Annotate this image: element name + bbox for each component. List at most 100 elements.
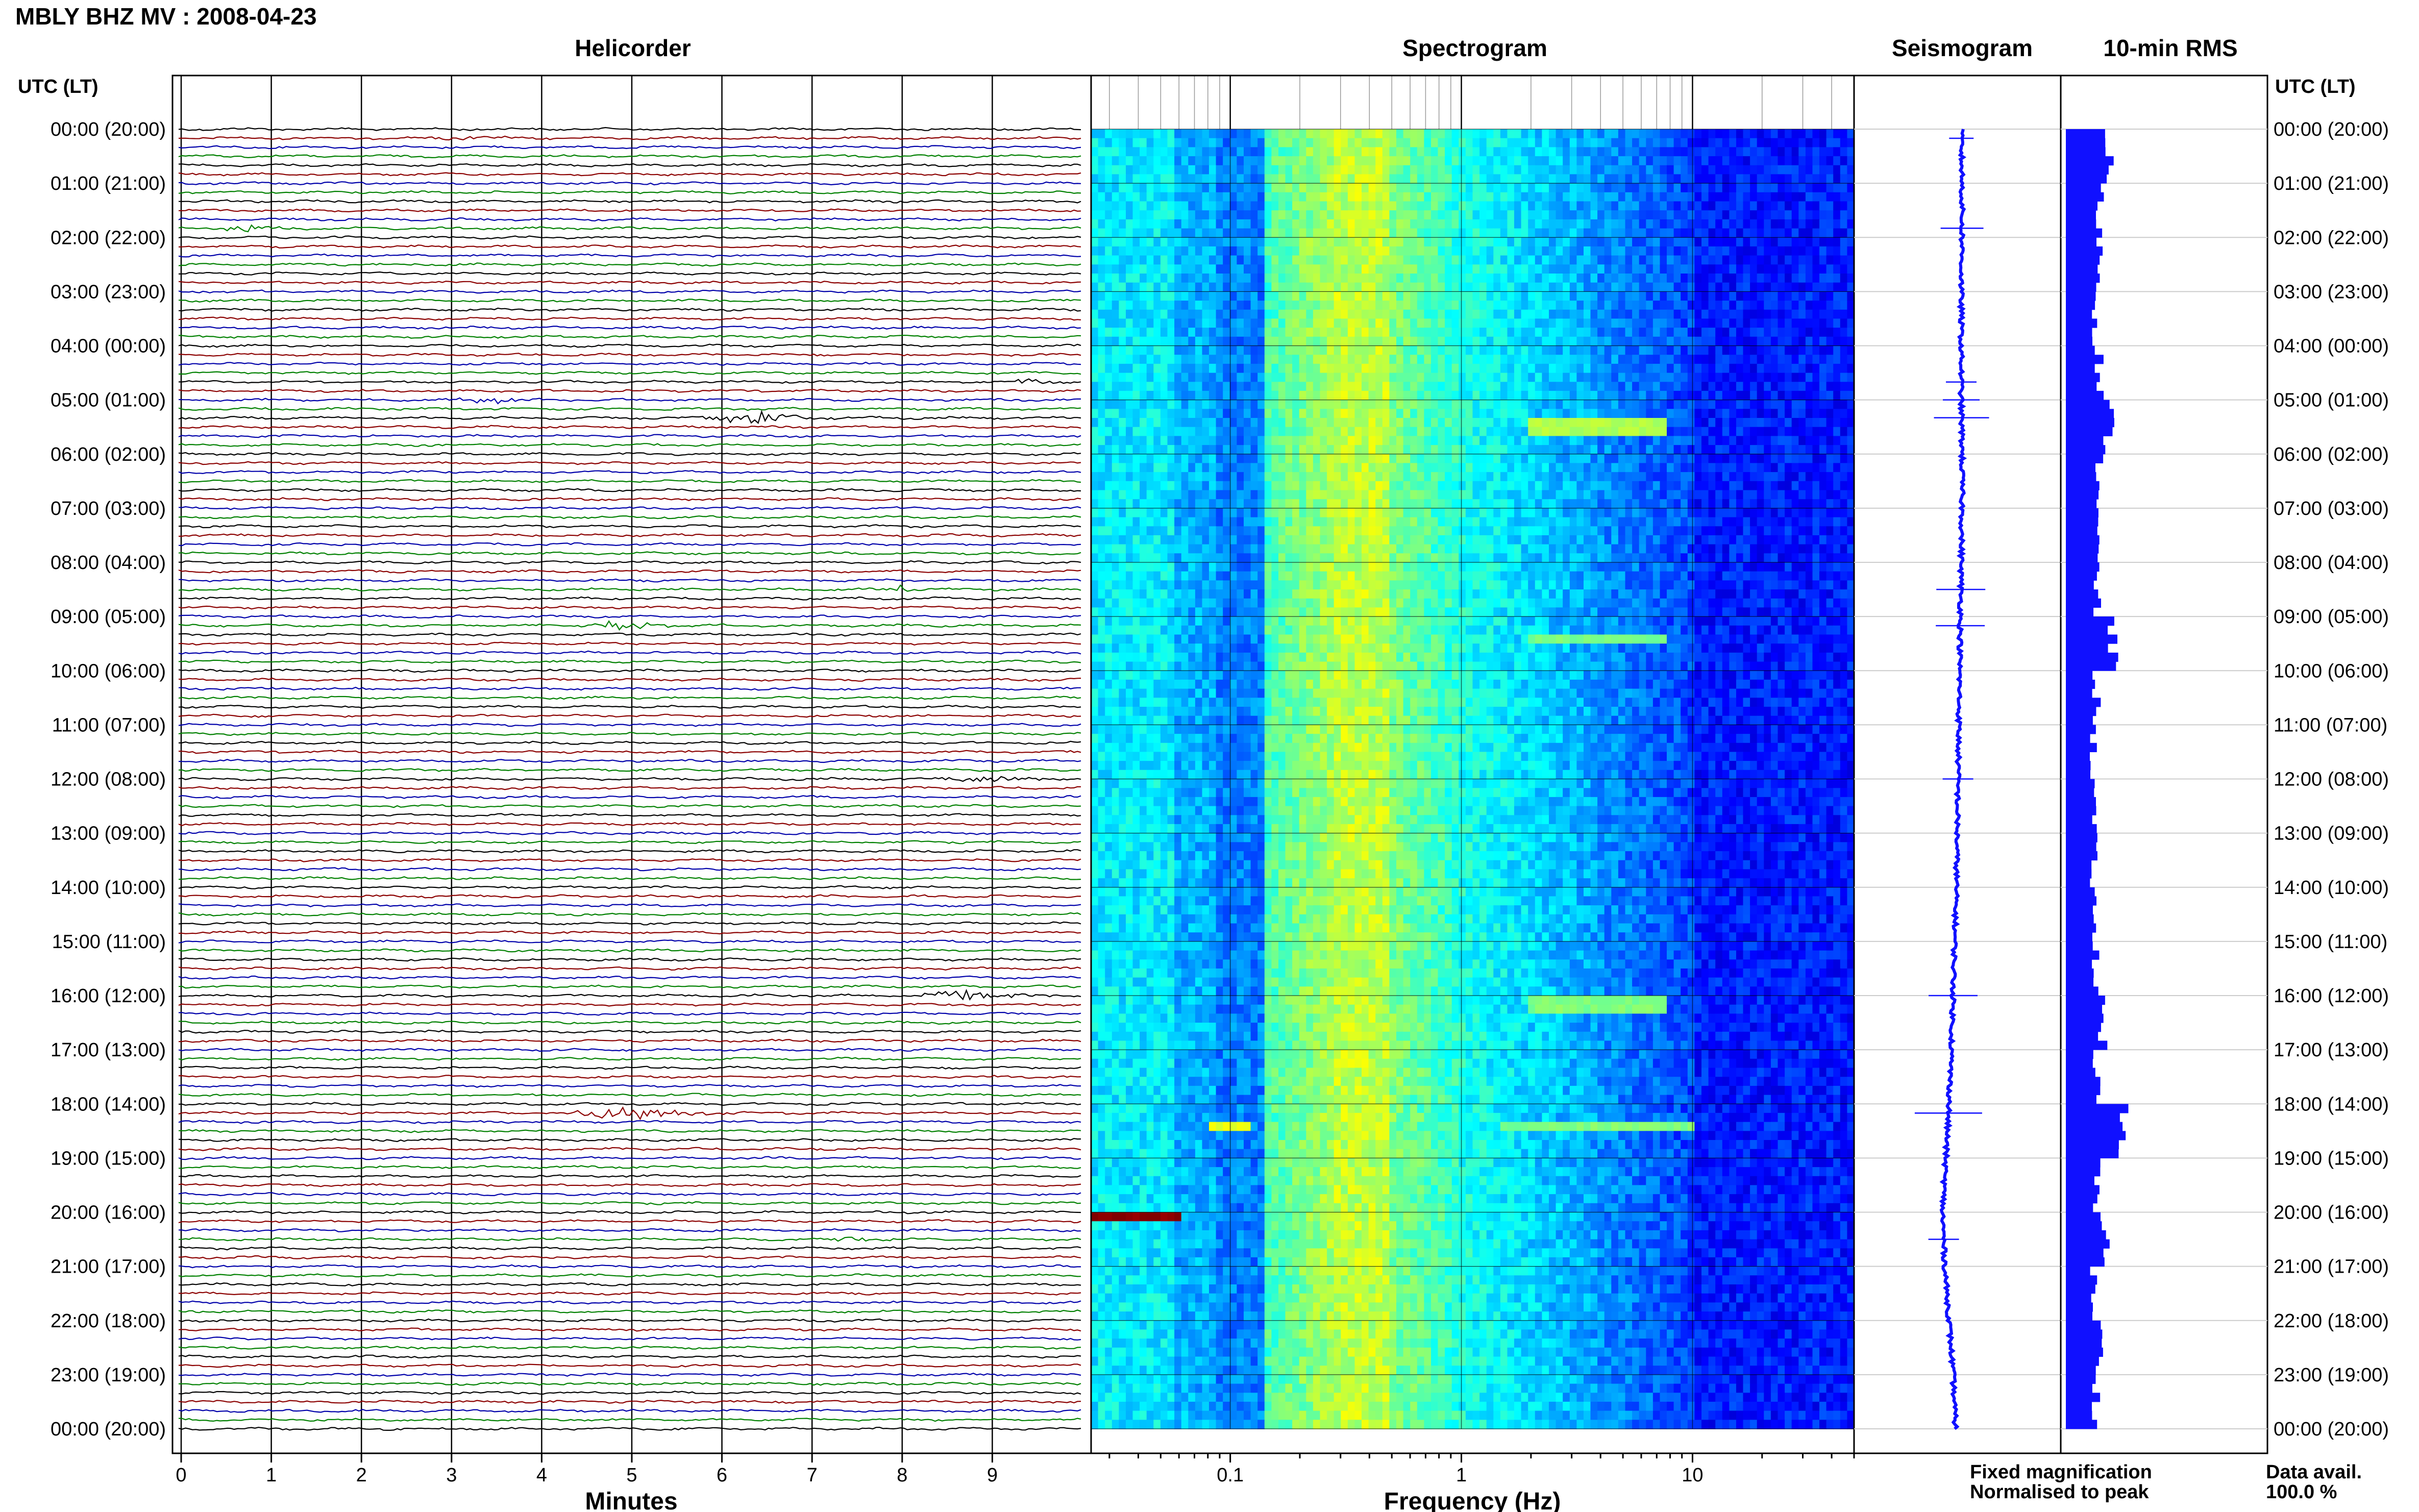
spectrogram-cell [1216,328,1223,337]
spectrogram-cell [1195,310,1202,319]
spectrogram-cell [1168,291,1175,301]
spectrogram-cell [1348,264,1355,274]
spectrogram-cell [1431,445,1438,455]
spectrogram-cell [1292,229,1299,238]
spectrogram-cell [1341,508,1348,518]
spectrogram-cell [1771,192,1778,202]
spectrogram-cell [1306,373,1313,383]
spectrogram-cell [1174,463,1181,473]
spectrogram-cell [1161,202,1168,211]
spectrogram-cell [1701,256,1709,265]
spectrogram-cell [1556,283,1563,292]
spectrogram-cell [1313,301,1320,310]
spectrogram-cell [1819,210,1826,220]
spectrogram-cell [1133,219,1140,229]
spectrogram-cell [1709,264,1716,274]
spectrogram-cell [1091,291,1098,301]
spectrogram-cell [1736,156,1743,166]
spectrogram-cell [1570,472,1577,482]
spectrogram-cell [1833,301,1840,310]
spectrogram-cell [1209,346,1216,356]
spectrogram-cell [1674,219,1681,229]
spectrogram-cell [1764,409,1771,418]
spectrogram-cell [1389,472,1396,482]
spectrogram-cell [1798,391,1806,401]
spectrogram-cell [1798,229,1806,238]
spectrogram-cell [1445,256,1452,265]
spectrogram-cell [1479,373,1487,383]
spectrogram-cell [1591,246,1598,256]
spectrogram-cell [1286,382,1293,391]
spectrogram-cell [1771,454,1778,464]
spectrogram-cell [1223,337,1230,346]
spectrogram-cell [1202,508,1210,518]
spectrogram-cell [1126,219,1133,229]
spectrogram-cell [1660,165,1667,175]
spectrogram-cell [1299,301,1306,310]
spectrogram-cell [1265,147,1272,157]
spectrogram-cell [1473,156,1480,166]
spectrogram-cell [1161,291,1168,301]
spectrogram-cell [1826,400,1834,410]
spectrogram-cell [1257,346,1265,356]
spectrogram-cell [1195,517,1202,527]
spectrogram-cell [1715,291,1722,301]
spectrogram-cell [1611,436,1618,445]
spectrogram-cell [1452,472,1459,482]
spectrogram-cell [1133,481,1140,491]
spectrogram-cell [1119,436,1126,445]
spectrogram-cell [1257,517,1265,527]
spectrogram-cell [1403,219,1411,229]
spectrogram-cell [1091,436,1098,445]
spectrogram-cell [1424,229,1431,238]
spectrogram-cell [1396,382,1403,391]
spectrogram-cell [1757,418,1764,428]
spectrogram-cell [1341,256,1348,265]
spectrogram-cell [1694,409,1701,418]
spectrogram-cell [1792,364,1799,374]
spectrogram-cell [1251,355,1258,364]
spectrogram-cell [1257,454,1265,464]
spectrogram-cell [1806,165,1813,175]
spectrogram-cell [1334,418,1341,428]
spectrogram-cell [1237,301,1244,310]
spectrogram-cell [1410,373,1417,383]
spectrogram-cell [1709,291,1716,301]
spectrogram-cell [1452,156,1459,166]
spectrogram-cell [1417,210,1424,220]
spectrogram-cell [1369,210,1376,220]
spectrogram-cell [1667,391,1674,401]
spectrogram-cell [1341,264,1348,274]
spectrogram-cell [1535,138,1542,148]
spectrogram-cell [1438,364,1445,374]
spectrogram-cell [1473,147,1480,157]
spectrogram-cell [1257,210,1265,220]
spectrogram-cell [1570,202,1577,211]
spectrogram-cell [1632,418,1639,428]
spectrogram-cell [1140,264,1147,274]
spectrogram-cell [1646,264,1653,274]
spectrogram-cell [1528,192,1535,202]
spectrogram-cell [1618,490,1625,500]
spectrogram-cell [1112,454,1119,464]
spectrogram-cell [1688,210,1695,220]
spectrogram-cell [1195,481,1202,491]
spectrogram-cell [1826,364,1834,374]
spectrogram-cell [1625,355,1633,364]
spectrogram-cell [1375,264,1383,274]
spectrogram-cell [1168,229,1175,238]
spectrogram-cell [1632,210,1639,220]
spectrogram-cell [1764,400,1771,410]
spectrogram-cell [1535,219,1542,229]
spectrogram-cell [1112,210,1119,220]
spectrogram-cell [1709,409,1716,418]
spectrogram-cell [1327,391,1334,401]
spectrogram-cell [1493,147,1500,157]
spectrogram-cell [1306,346,1313,356]
spectrogram-cell [1424,237,1431,247]
spectrogram-cell [1424,364,1431,374]
spectrogram-cell [1424,445,1431,455]
spectrogram-cell [1625,174,1633,184]
spectrogram-cell [1591,283,1598,292]
spectrogram-cell [1216,219,1223,229]
